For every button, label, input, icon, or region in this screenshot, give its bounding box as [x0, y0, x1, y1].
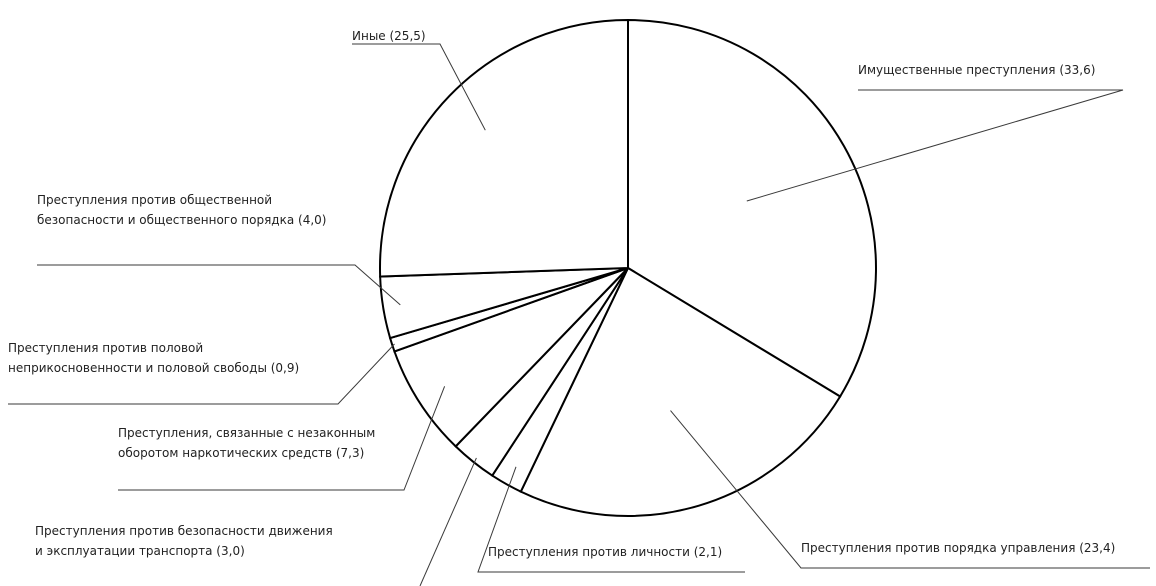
leader-line: [746, 89, 1124, 202]
slice-label: Преступления против общественной: [37, 193, 272, 207]
pie-slice: [627, 18, 877, 398]
leader-line: [37, 264, 401, 306]
leader-line: [477, 466, 745, 573]
pie-slice: [519, 266, 842, 517]
slice-label: Имущественные преступления (33,6): [858, 63, 1095, 77]
leader-line: [419, 457, 477, 586]
pie-slice: [393, 267, 629, 448]
slice-label: Преступления против личности (2,1): [488, 545, 722, 559]
leader-lines: [8, 43, 1150, 586]
pie-slice: [379, 18, 629, 278]
slice-label: Преступления против безопасности движени…: [35, 524, 333, 538]
leader-line: [118, 386, 446, 491]
slice-label: оборотом наркотических средств (7,3): [118, 446, 364, 460]
leader-line: [8, 343, 395, 405]
pie-slices: [379, 18, 877, 517]
slice-label: Преступления, связанные с незаконным: [118, 426, 375, 440]
leader-line: [352, 43, 486, 131]
slice-label: и эксплуатации транспорта (3,0): [35, 544, 245, 558]
leader-line: [670, 410, 1150, 569]
slice-label: Преступления против половой: [8, 341, 203, 355]
slice-label: безопасности и общественного порядка (4,…: [37, 213, 326, 227]
slice-label: Иные (25,5): [352, 29, 426, 43]
slice-label: неприкосновенности и половой свободы (0,…: [8, 361, 299, 375]
slice-labels: Имущественные преступления (33,6) Преступ…: [8, 29, 1115, 559]
slice-label: Преступления против порядка управления (…: [801, 541, 1115, 555]
